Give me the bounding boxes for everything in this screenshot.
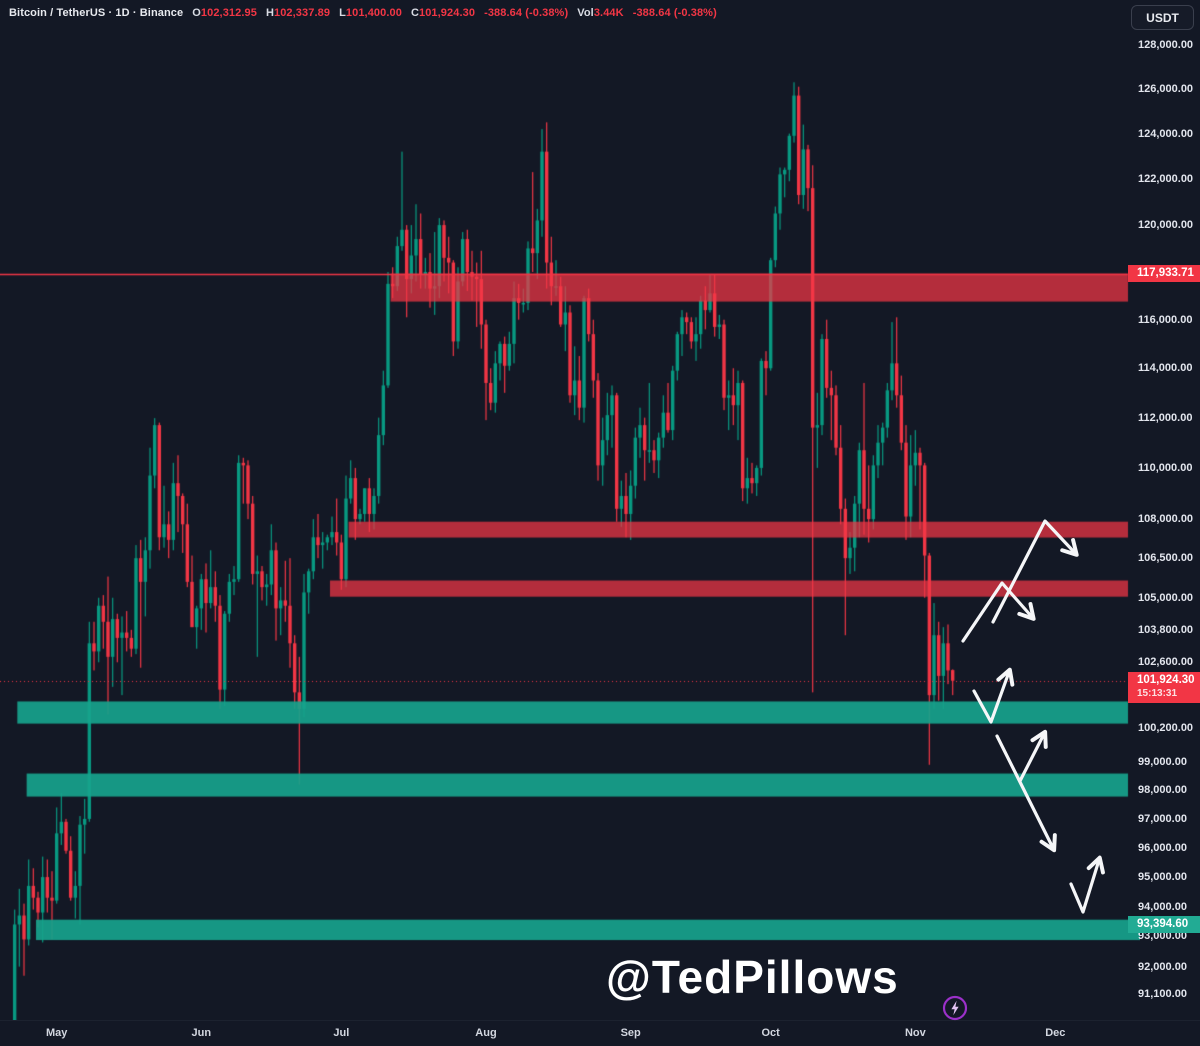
level-label: 117,933.71 (1128, 265, 1200, 283)
open-label: O (192, 7, 201, 19)
volume-label: Vol (577, 7, 594, 19)
price-tick: 99,000.00 (1138, 755, 1187, 768)
current-price-label: 101,924.30 15:13:31 (1128, 671, 1200, 703)
price-tick: 98,000.00 (1138, 784, 1187, 797)
currency-usdt-button[interactable]: USDT (1131, 5, 1194, 30)
zone-label: 93,394.60 (1128, 916, 1200, 934)
symbol-title[interactable]: Bitcoin / TetherUS · 1D · Binance (9, 7, 184, 19)
high-value: 102,337.89 (274, 7, 331, 19)
price-tick: 100,200.00 (1138, 722, 1194, 735)
price-tick: 94,000.00 (1138, 900, 1187, 913)
low-value: 101,400.00 (345, 7, 402, 19)
open-value: 102,312.95 (200, 7, 257, 19)
price-tick: 106,500.00 (1138, 552, 1194, 565)
symbol-legend: Bitcoin / TetherUS · 1D · Binance O102,31… (9, 7, 726, 19)
price-tick: 108,000.00 (1138, 513, 1194, 526)
time-axis[interactable]: May Jun Jul Aug Sep Oct Nov Dec (0, 1020, 1200, 1046)
price-tick: 112,000.00 (1138, 411, 1193, 424)
price-tick: 128,000.00 (1138, 38, 1194, 51)
price-tick: 95,000.00 (1138, 871, 1187, 884)
volume-change-value: -388.64 (-0.38%) (632, 7, 717, 19)
candlestick-chart-pane[interactable] (0, 0, 1140, 1020)
price-tick: 105,000.00 (1138, 591, 1194, 604)
price-tick: 120,000.00 (1138, 219, 1194, 232)
price-tick: 122,000.00 (1138, 172, 1194, 185)
volume-value: 3.44K (593, 7, 624, 19)
time-axis-month: Jul (333, 1027, 350, 1039)
close-label: C (410, 7, 419, 19)
price-tick: 96,000.00 (1138, 841, 1187, 854)
watermark-handle: @TedPillows (606, 951, 899, 1003)
price-tick: 97,000.00 (1138, 812, 1187, 825)
time-axis-month: Aug (475, 1027, 497, 1039)
price-tick: 116,000.00 (1138, 313, 1193, 326)
time-axis-month: Dec (1045, 1027, 1066, 1039)
time-axis-month: Nov (904, 1027, 926, 1039)
low-label: L (339, 7, 346, 19)
price-tick: 92,000.00 (1138, 960, 1187, 973)
time-axis-month: May (45, 1027, 68, 1039)
time-axis-month: Sep (620, 1027, 641, 1039)
price-tick: 126,000.00 (1138, 82, 1194, 95)
price-tick: 102,600.00 (1138, 656, 1194, 669)
price-tick: 124,000.00 (1138, 127, 1194, 140)
price-tick: 93,000.00 (1138, 930, 1187, 943)
price-tick: 103,800.00 (1138, 623, 1194, 636)
price-tick: 114,000.00 (1138, 362, 1193, 375)
price-tick: 110,000.00 (1138, 461, 1193, 474)
time-axis-month: Oct (761, 1027, 780, 1039)
close-value: 101,924.30 (419, 7, 476, 19)
high-label: H (265, 7, 274, 19)
change-value: -388.64 (-0.38%) (484, 7, 569, 19)
price-axis[interactable]: 128,000.00 126,000.00 124,000.00 122,000.00… (1128, 0, 1200, 1020)
price-tick: 91,100.00 (1138, 988, 1187, 1001)
time-axis-month: Jun (191, 1027, 212, 1039)
lightning-icon (942, 995, 968, 1021)
